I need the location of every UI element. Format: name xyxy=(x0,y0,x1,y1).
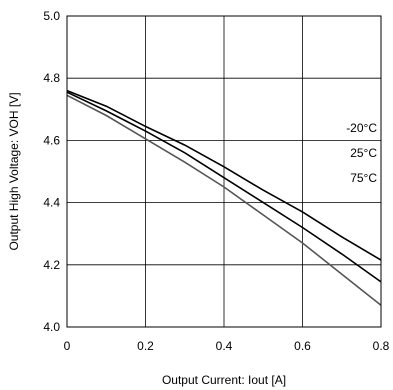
grid xyxy=(67,16,381,327)
x-axis-label: Output Current: Iout [A] xyxy=(162,373,286,387)
x-tick-label: 0.4 xyxy=(216,339,233,353)
y-tick-label: 5.0 xyxy=(43,9,60,23)
y-axis-label: Output High Voltage: VOH [V] xyxy=(7,92,21,250)
legend: -20°C 25°C 75°C xyxy=(346,121,377,185)
y-tick-label: 4.8 xyxy=(43,71,60,85)
series-line xyxy=(66,94,382,306)
y-tick-label: 4.6 xyxy=(43,133,60,147)
x-tick-labels: 0 0.2 0.4 0.6 0.8 xyxy=(64,339,390,353)
x-tick-label: 0 xyxy=(64,339,71,353)
series-line xyxy=(66,89,382,261)
y-tick-label: 4.2 xyxy=(43,258,60,272)
x-tick-label: 0.6 xyxy=(294,339,311,353)
plot-frame xyxy=(66,15,382,328)
y-tick-labels: 4.0 4.2 4.4 4.6 4.8 5.0 xyxy=(43,9,60,334)
legend-label: 75°C xyxy=(350,171,377,185)
y-tick-label: 4.4 xyxy=(43,196,60,210)
series-line xyxy=(66,91,382,283)
legend-label: 25°C xyxy=(350,146,377,160)
x-tick-label: 0.8 xyxy=(373,339,390,353)
legend-label: -20°C xyxy=(346,121,377,135)
series-group xyxy=(66,89,382,306)
x-tick-label: 0.2 xyxy=(137,339,154,353)
y-tick-label: 4.0 xyxy=(43,320,60,334)
